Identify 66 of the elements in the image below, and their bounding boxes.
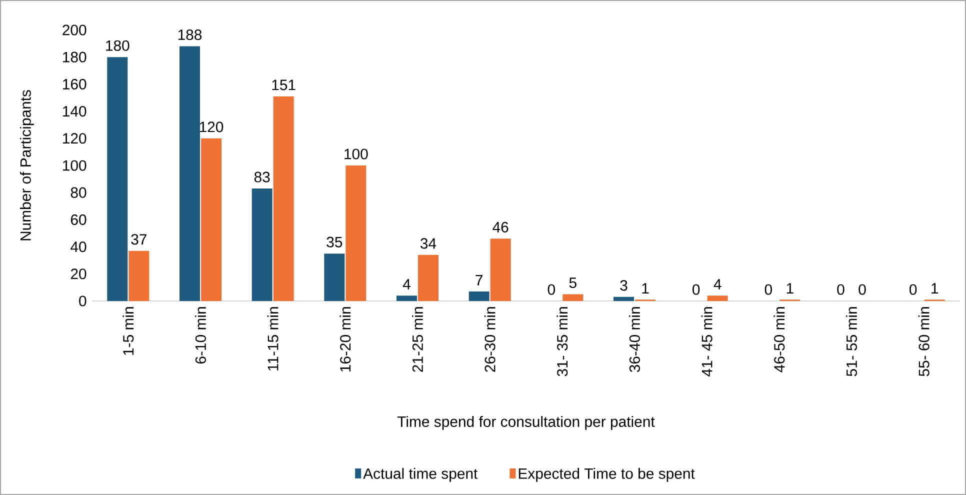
y-tick-label: 100	[63, 160, 86, 171]
data-label: 100	[344, 148, 368, 160]
x-tick-label: 55- 60 min	[918, 307, 930, 376]
data-label: 0	[858, 284, 866, 295]
x-tick-label: 36-40 min	[629, 307, 640, 372]
data-label: 35	[326, 236, 342, 248]
data-label: 4	[714, 279, 722, 290]
x-tick-label: 51- 55 min	[846, 307, 857, 376]
data-label: 34	[420, 238, 436, 249]
data-label: 5	[569, 278, 576, 288]
data-label: 188	[178, 29, 202, 40]
data-label: 151	[272, 80, 296, 90]
bar	[707, 296, 728, 301]
x-tick-label: 6-10 min	[195, 307, 206, 364]
data-label: 0	[692, 284, 700, 295]
data-label: 46	[492, 222, 508, 232]
bar	[562, 294, 584, 301]
x-tick-label: 1-5 min	[122, 307, 134, 355]
data-label: 7	[476, 275, 482, 286]
data-label: 0	[764, 284, 772, 295]
data-label: 1	[642, 283, 649, 294]
y-tick-label: 40	[70, 242, 86, 252]
bar	[180, 46, 200, 301]
data-label: 37	[131, 234, 146, 245]
legend-label: Actual time spent	[363, 468, 478, 482]
data-label: 0	[910, 284, 917, 295]
data-label: 3	[620, 280, 628, 291]
y-axis-title: Number of Participants	[20, 90, 34, 240]
y-tick-label: 60	[70, 214, 86, 225]
bar	[468, 292, 490, 301]
data-label: 0	[837, 284, 844, 295]
legend-label: Expected Time to be spent	[518, 468, 695, 482]
x-tick-label: 31- 35 min	[556, 307, 568, 376]
bar	[614, 296, 634, 301]
bar	[324, 254, 345, 301]
data-label: 4	[402, 279, 410, 290]
x-tick-label: 46-50 min	[774, 307, 785, 372]
x-tick-label: 21-25 min	[412, 307, 423, 372]
x-tick-label: 16-20 min	[340, 307, 351, 372]
y-tick-label: 120	[63, 133, 86, 144]
data-label: 1	[932, 283, 938, 294]
bar	[490, 238, 511, 301]
bar	[396, 296, 418, 301]
y-tick-label: 160	[63, 78, 86, 90]
bar	[252, 188, 272, 301]
y-tick-label: 180	[63, 52, 86, 62]
data-label: 0	[548, 284, 555, 295]
bar	[418, 254, 439, 301]
data-label: 120	[200, 122, 224, 132]
y-tick-label: 80	[70, 187, 86, 198]
bar	[273, 96, 294, 301]
x-tick-label: 41- 45 min	[701, 307, 712, 376]
data-label: 180	[106, 40, 130, 51]
bar	[346, 166, 366, 301]
y-tick-label: 140	[63, 106, 86, 117]
bar	[107, 57, 128, 301]
data-label: 83	[254, 172, 270, 182]
bar	[128, 250, 150, 301]
y-tick-label: 200	[62, 24, 86, 36]
y-tick-label: 20	[70, 268, 86, 280]
x-axis-title: Time spend for consultation per patient	[397, 416, 655, 430]
x-tick-label: 26-30 min	[484, 307, 496, 372]
bar	[201, 138, 222, 301]
data-label: 1	[786, 283, 794, 294]
y-tick-label: 0	[79, 296, 86, 306]
x-tick-label: 11-15 min	[267, 307, 278, 370]
